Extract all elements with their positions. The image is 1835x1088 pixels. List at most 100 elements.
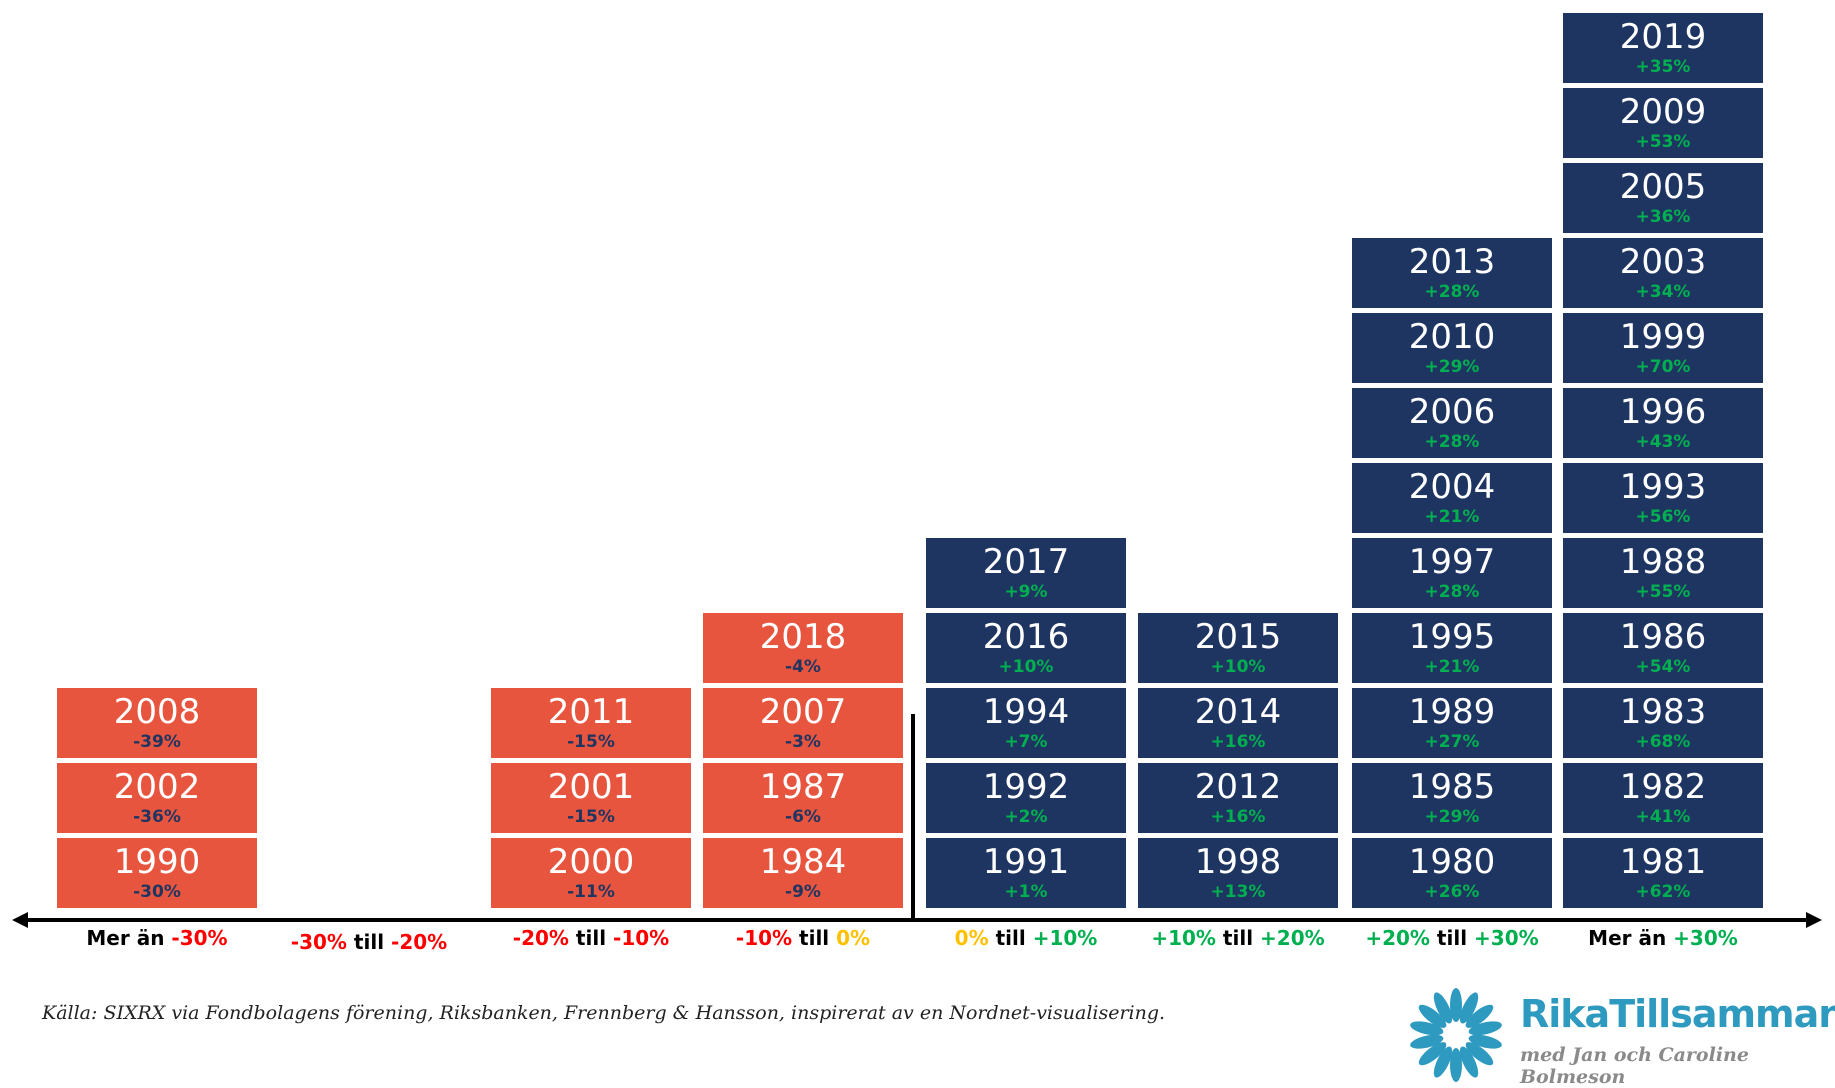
year-box-2006: 2006 +28% — [1352, 388, 1552, 458]
bin-label-part: -20% — [391, 930, 448, 954]
year-box-2009: 2009 +53% — [1563, 88, 1763, 158]
year-label: 2008 — [113, 692, 201, 732]
year-label: 2000 — [547, 842, 635, 882]
year-box-1989: 1989 +27% — [1352, 688, 1552, 758]
bin-label-part: till — [1429, 926, 1475, 950]
bin-label-part: -30% — [290, 930, 347, 954]
year-label: 2019 — [1619, 17, 1707, 57]
return-label: +70% — [1635, 357, 1691, 377]
return-label: +55% — [1635, 582, 1691, 602]
year-box-2014: 2014 +16% — [1138, 688, 1338, 758]
bin-label-part: -30% — [171, 926, 228, 950]
bin-label-part: Mer än — [86, 926, 172, 950]
return-label: +56% — [1635, 507, 1691, 527]
year-label: 2013 — [1408, 242, 1496, 282]
bin-label: Mer än -30% — [47, 926, 267, 950]
year-box-2011: 2011 -15% — [491, 688, 691, 758]
year-box-2002: 2002 -36% — [57, 763, 257, 833]
year-label: 1991 — [982, 842, 1070, 882]
logo-petal — [1450, 1048, 1462, 1082]
year-label: 1988 — [1619, 542, 1707, 582]
axis-arrow-right-icon — [1806, 912, 1822, 928]
bin-label-part: till — [346, 930, 392, 954]
return-label: -39% — [133, 732, 181, 752]
return-label: +10% — [1210, 657, 1266, 677]
year-box-2000: 2000 -11% — [491, 838, 691, 908]
bin-label-part: -10% — [613, 926, 670, 950]
year-label: 1987 — [759, 767, 847, 807]
logo-petal — [1433, 992, 1453, 1024]
year-box-2017: 2017 +9% — [926, 538, 1126, 608]
bin-label-part: 0% — [954, 926, 989, 950]
year-label: 1980 — [1408, 842, 1496, 882]
return-label: +21% — [1424, 507, 1480, 527]
year-label: 1998 — [1194, 842, 1282, 882]
return-label: +1% — [1004, 882, 1048, 902]
return-label: +54% — [1635, 657, 1691, 677]
year-label: 2018 — [759, 617, 847, 657]
year-box-2004: 2004 +21% — [1352, 463, 1552, 533]
return-label: +16% — [1210, 732, 1266, 752]
year-label: 1996 — [1619, 392, 1707, 432]
bin-label: -30% till -20% — [259, 930, 479, 954]
bin-label-part: +20% — [1260, 926, 1325, 950]
year-label: 1999 — [1619, 317, 1707, 357]
year-box-1990: 1990 -30% — [57, 838, 257, 908]
return-label: +41% — [1635, 807, 1691, 827]
return-label: +35% — [1635, 57, 1691, 77]
return-label: +9% — [1004, 582, 1048, 602]
year-box-2016: 2016 +10% — [926, 613, 1126, 683]
return-label: +28% — [1424, 282, 1480, 302]
bin-label-part: -10% — [735, 926, 793, 950]
bin-label-part: till — [988, 926, 1033, 950]
year-box-1985: 1985 +29% — [1352, 763, 1552, 833]
bin-label-part: Mer än — [1588, 926, 1674, 950]
year-label: 2017 — [982, 542, 1070, 582]
bin-label-part: +10% — [1032, 926, 1098, 950]
source-note: Källa: SIXRX via Fondbolagens förening, … — [42, 1002, 1166, 1024]
return-label: +16% — [1210, 807, 1266, 827]
return-label: +7% — [1004, 732, 1048, 752]
year-box-2013: 2013 +28% — [1352, 238, 1552, 308]
bin-label: -20% till -10% — [481, 926, 701, 950]
year-box-2008: 2008 -39% — [57, 688, 257, 758]
year-label: 1986 — [1619, 617, 1707, 657]
year-box-1996: 1996 +43% — [1563, 388, 1763, 458]
year-label: 2010 — [1408, 317, 1496, 357]
return-label: +29% — [1424, 357, 1480, 377]
year-box-1997: 1997 +28% — [1352, 538, 1552, 608]
bin-label: Mer än +30% — [1553, 926, 1773, 950]
bin-label: 0% till +10% — [916, 926, 1136, 950]
year-label: 2006 — [1408, 392, 1496, 432]
bin-label-part: till — [792, 926, 837, 950]
year-box-1998: 1998 +13% — [1138, 838, 1338, 908]
return-label: -36% — [133, 807, 181, 827]
year-label: 1997 — [1408, 542, 1496, 582]
logo-petal — [1465, 1042, 1494, 1066]
year-label: 2003 — [1619, 242, 1707, 282]
year-label: 2011 — [547, 692, 635, 732]
year-box-1980: 1980 +26% — [1352, 838, 1552, 908]
year-label: 1989 — [1408, 692, 1496, 732]
year-box-1983: 1983 +68% — [1563, 688, 1763, 758]
year-box-1984: 1984 -9% — [703, 838, 903, 908]
year-box-1995: 1995 +21% — [1352, 613, 1552, 683]
return-label: -30% — [133, 882, 181, 902]
logo-petal — [1433, 1046, 1453, 1078]
return-label: +53% — [1635, 132, 1691, 152]
return-label: +68% — [1635, 732, 1691, 752]
year-label: 1985 — [1408, 767, 1496, 807]
year-label: 1992 — [982, 767, 1070, 807]
logo-name: RikaTillsammans — [1520, 992, 1835, 1036]
return-label: +36% — [1635, 207, 1691, 227]
year-box-2018: 2018 -4% — [703, 613, 903, 683]
bin-label-part: -20% — [512, 926, 569, 950]
bin-label-part: +30% — [1474, 926, 1539, 950]
year-label: 1984 — [759, 842, 847, 882]
year-label: 1983 — [1619, 692, 1707, 732]
year-label: 2014 — [1194, 692, 1282, 732]
logo-petal — [1410, 1034, 1444, 1049]
year-label: 2015 — [1194, 617, 1282, 657]
return-label: +26% — [1424, 882, 1480, 902]
year-label: 2001 — [547, 767, 635, 807]
